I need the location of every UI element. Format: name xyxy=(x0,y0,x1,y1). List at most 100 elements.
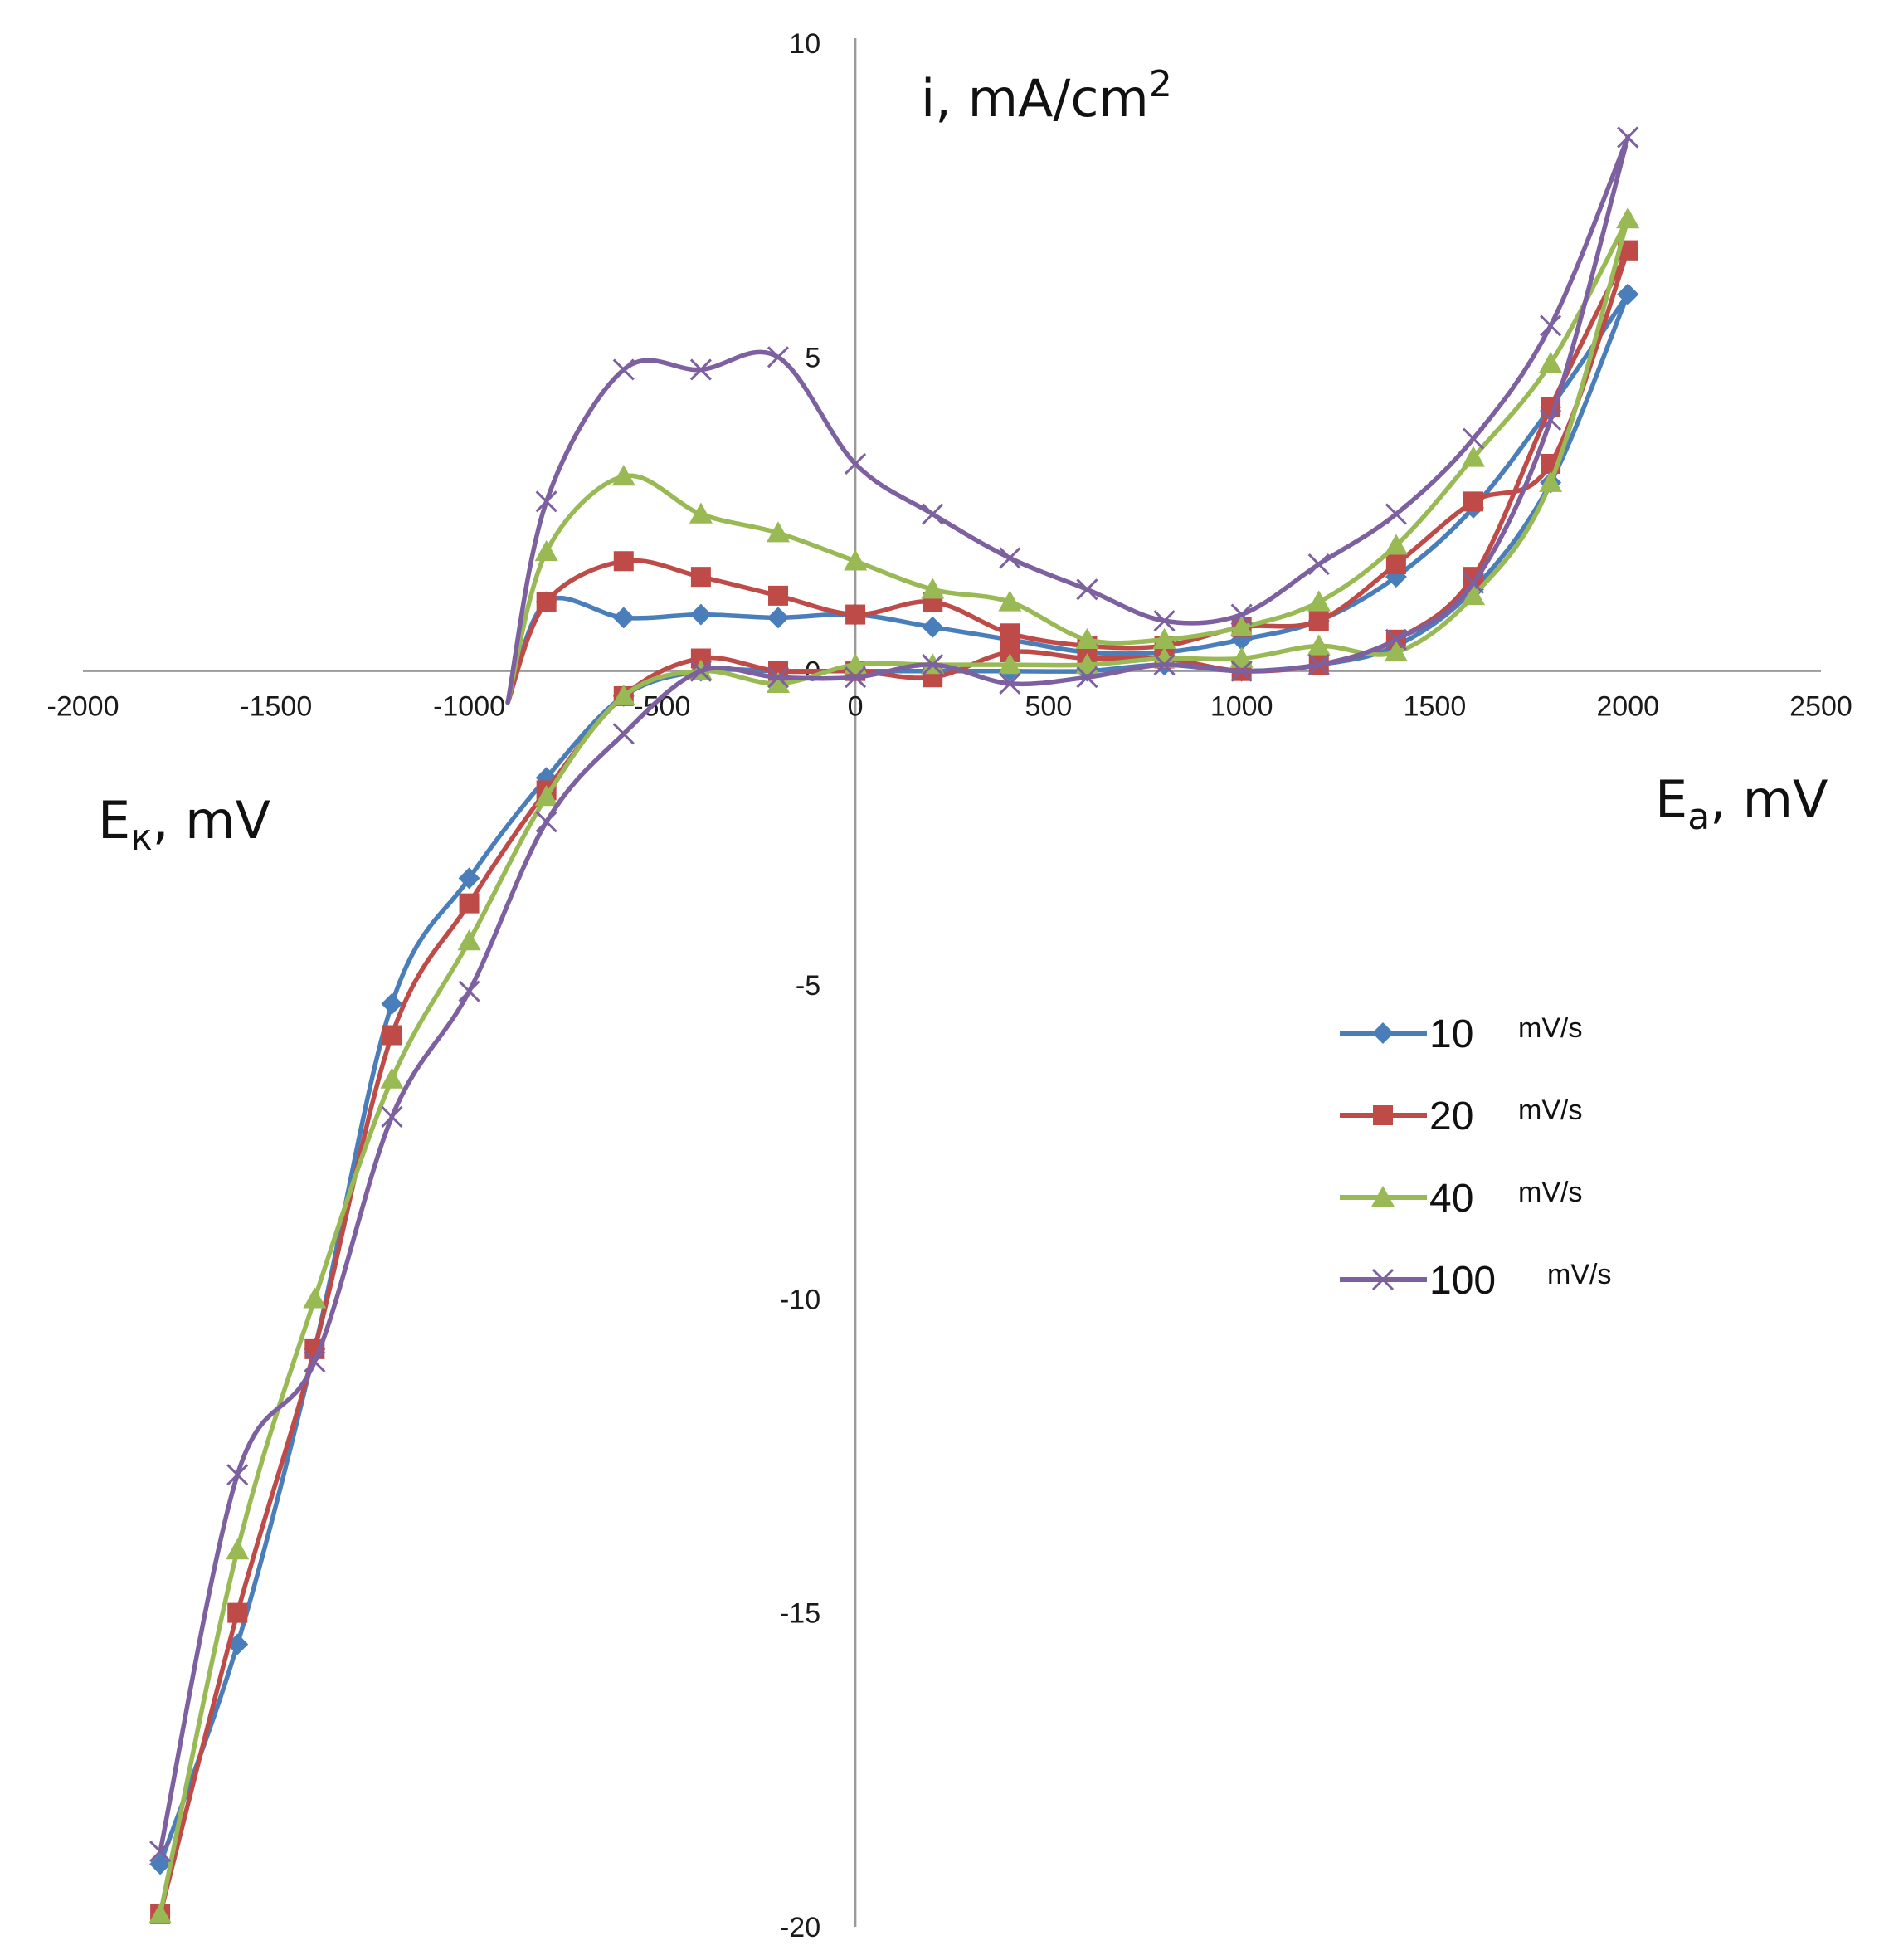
data-point xyxy=(1539,351,1563,373)
data-point xyxy=(1229,615,1254,636)
legend-label: 10 xyxy=(1429,1012,1473,1056)
data-point xyxy=(998,590,1022,612)
data-point-stroke xyxy=(1076,666,1098,689)
data-point xyxy=(1462,572,1485,594)
data-point xyxy=(998,653,1022,675)
data-point-stroke xyxy=(612,358,635,381)
data-point xyxy=(921,578,945,599)
data-point xyxy=(922,654,944,676)
data-point xyxy=(999,547,1021,569)
data-point xyxy=(149,1853,172,1875)
data-point-stroke xyxy=(1540,314,1562,337)
legend-label: 40 xyxy=(1429,1177,1473,1221)
data-point xyxy=(689,502,713,524)
x-tick-label: -1500 xyxy=(240,691,312,723)
data-point xyxy=(1075,627,1099,650)
data-point xyxy=(303,1287,327,1309)
data-point xyxy=(999,672,1021,695)
data-point xyxy=(922,503,944,525)
data-point xyxy=(767,671,790,693)
data-point xyxy=(382,1025,402,1046)
data-point xyxy=(1384,534,1408,555)
legend-marker-stroke xyxy=(1371,1268,1395,1291)
series-100 xyxy=(149,126,1639,1863)
legend-marker xyxy=(1371,1268,1395,1291)
data-point xyxy=(458,867,480,890)
data-point xyxy=(689,603,712,626)
data-point xyxy=(1385,554,1406,575)
data-point xyxy=(535,490,557,513)
data-point xyxy=(1153,610,1176,632)
data-point xyxy=(459,893,480,914)
x-tick-label: 1000 xyxy=(1210,691,1273,723)
data-point xyxy=(1307,654,1330,676)
data-point xyxy=(1540,408,1562,431)
plot-area xyxy=(148,126,1640,1924)
data-point-stroke xyxy=(1076,578,1098,601)
data-point-stroke xyxy=(304,1350,326,1373)
data-point xyxy=(458,980,480,1002)
data-point xyxy=(381,1105,403,1128)
data-point-stroke xyxy=(1307,654,1330,676)
data-point xyxy=(149,1841,172,1863)
data-point xyxy=(1152,627,1176,650)
data-point xyxy=(844,549,868,571)
data-point-stroke xyxy=(999,672,1021,695)
data-point xyxy=(689,358,712,381)
series-line-lower xyxy=(158,134,1630,1854)
data-point xyxy=(767,346,790,368)
data-point xyxy=(381,992,403,1015)
data-point xyxy=(1000,623,1020,644)
y-tick-label: 10 xyxy=(789,28,820,60)
data-point xyxy=(226,1538,250,1560)
data-point-stroke xyxy=(1540,408,1562,431)
data-point-stroke xyxy=(767,666,790,689)
data-point-stroke xyxy=(458,980,480,1002)
data-point xyxy=(227,1602,248,1623)
data-point xyxy=(1308,611,1329,631)
data-point-stroke xyxy=(845,452,867,475)
data-point xyxy=(304,1350,326,1373)
y-axis-title: i, mA/cm2 xyxy=(921,63,1172,129)
y-tick-label: -10 xyxy=(780,1284,820,1315)
data-point xyxy=(1307,590,1331,612)
data-point xyxy=(1616,207,1640,229)
data-point xyxy=(1462,427,1485,450)
data-point xyxy=(613,551,634,572)
data-point xyxy=(1153,654,1176,676)
data-point-stroke xyxy=(845,666,867,689)
data-point-stroke xyxy=(999,547,1021,569)
data-point-stroke xyxy=(535,490,557,513)
data-point xyxy=(689,660,712,682)
legend-label: 20 xyxy=(1429,1095,1473,1138)
data-point-stroke xyxy=(767,346,790,368)
data-point xyxy=(148,1902,173,1924)
data-point xyxy=(1384,640,1408,662)
data-point xyxy=(1075,653,1099,675)
data-point xyxy=(457,929,481,951)
legend-unit: mV/s xyxy=(1518,1177,1582,1208)
data-point-stroke xyxy=(922,654,944,676)
y-tick-label: -15 xyxy=(780,1598,820,1630)
data-point xyxy=(845,666,867,689)
data-point-stroke xyxy=(922,503,944,525)
data-point-stroke xyxy=(689,660,712,682)
data-point-stroke xyxy=(1153,610,1176,632)
data-point-stroke xyxy=(226,1464,249,1486)
legend-marker xyxy=(1372,1022,1394,1044)
data-point xyxy=(612,607,635,629)
data-point xyxy=(534,539,558,562)
data-point xyxy=(612,358,635,381)
y-tick-label: 5 xyxy=(805,342,820,373)
data-point-stroke xyxy=(535,811,557,833)
series-40 xyxy=(148,207,1640,1924)
series-10 xyxy=(149,283,1639,1875)
data-point xyxy=(1076,578,1098,601)
legend-unit: mV/s xyxy=(1518,1095,1582,1126)
data-point xyxy=(845,452,867,475)
data-point xyxy=(611,684,635,706)
data-point xyxy=(1617,126,1639,149)
data-point xyxy=(1462,446,1485,467)
data-point-stroke xyxy=(1307,553,1330,576)
